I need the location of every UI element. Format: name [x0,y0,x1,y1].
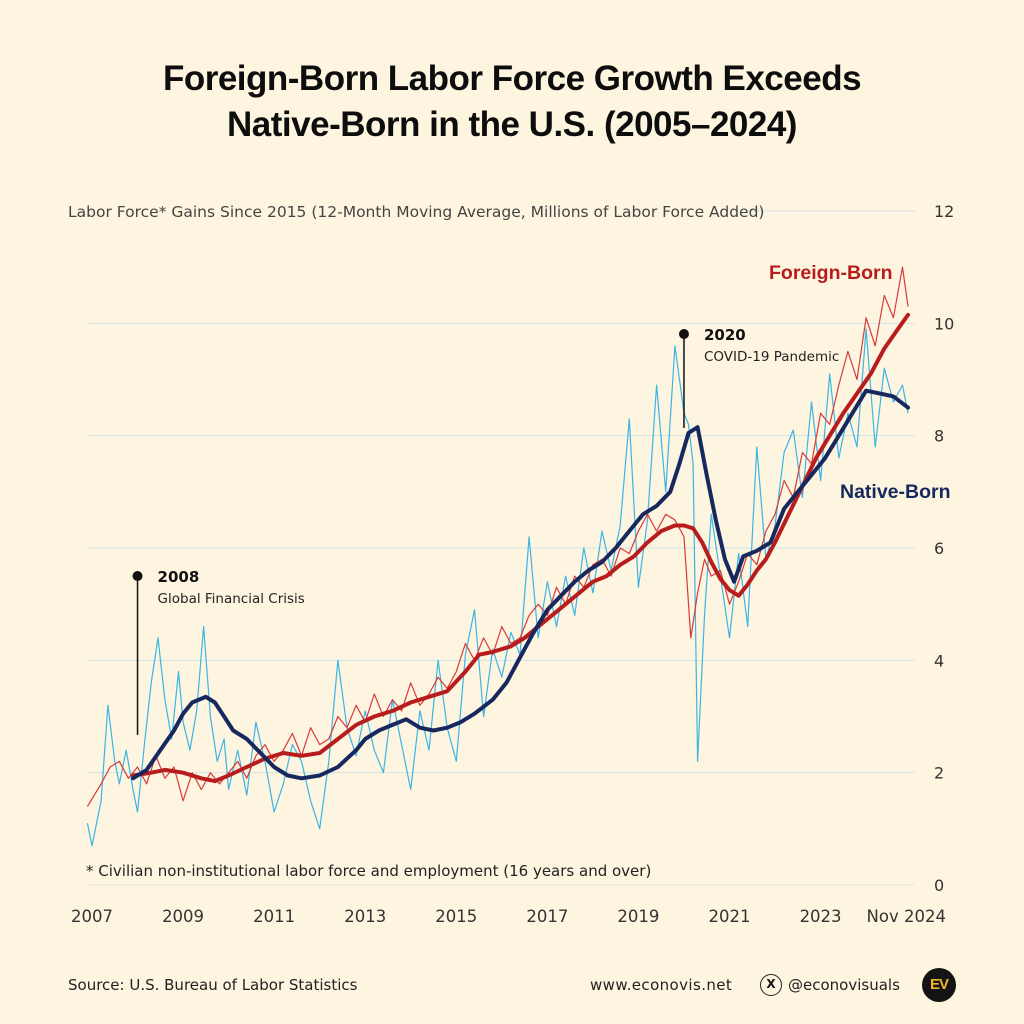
annotation-dot [678,329,689,339]
social-handle[interactable]: @econovisuals [788,976,900,994]
native-born-monthly-line [86,328,909,847]
chart-title: Foreign-Born Labor Force Growth Exceeds … [0,56,1024,148]
x-tick-label: 2013 [344,907,386,926]
y-tick-label: 4 [934,651,944,670]
website-link[interactable]: www.econovis.net [590,976,733,994]
y-tick-label: 6 [934,539,944,558]
x-logo-icon: X [760,974,782,996]
chart-footnote: * Civilian non-institutional labor force… [86,862,651,880]
x-tick-label: 2007 [71,907,113,926]
native-born-label: Native-Born [840,481,951,503]
x-tick-label: 2023 [800,907,842,926]
annotation-year: 2008 [158,568,200,586]
foreign-born-monthly-line [86,266,909,807]
annotation-year: 2020 [704,326,746,344]
annotation-dot [132,571,143,581]
x-tick-label: 2015 [435,907,477,926]
annotation-text: COVID-19 Pandemic [704,349,839,365]
y-tick-label: 2 [934,764,944,783]
chart-title-line-1: Foreign-Born Labor Force Growth Exceeds [162,59,862,98]
y-tick-label: 10 [934,314,954,333]
foreign-born-label: Foreign-Born [769,262,892,284]
x-tick-label: Nov 2024 [867,907,946,926]
x-tick-label: 2021 [709,907,751,926]
x-tick-label: 2017 [526,907,568,926]
x-tick-label: 2011 [253,907,295,926]
x-tick-label: 2009 [162,907,204,926]
chart-title-line-2: Native-Born in the U.S. (2005–2024) [227,105,797,144]
y-tick-label: 0 [934,876,944,895]
source-note: Source: U.S. Bureau of Labor Statistics [68,976,358,994]
x-tick-label: 2019 [617,907,659,926]
econovis-logo: EV [922,968,956,1002]
native-born-line [131,388,910,781]
y-tick-label: 12 [934,202,954,221]
y-axis-label: Labor Force* Gains Since 2015 (12-Month … [68,203,764,221]
annotation-text: Global Financial Crisis [158,591,305,607]
foreign-born-line [131,312,910,784]
y-tick-label: 8 [934,427,944,446]
